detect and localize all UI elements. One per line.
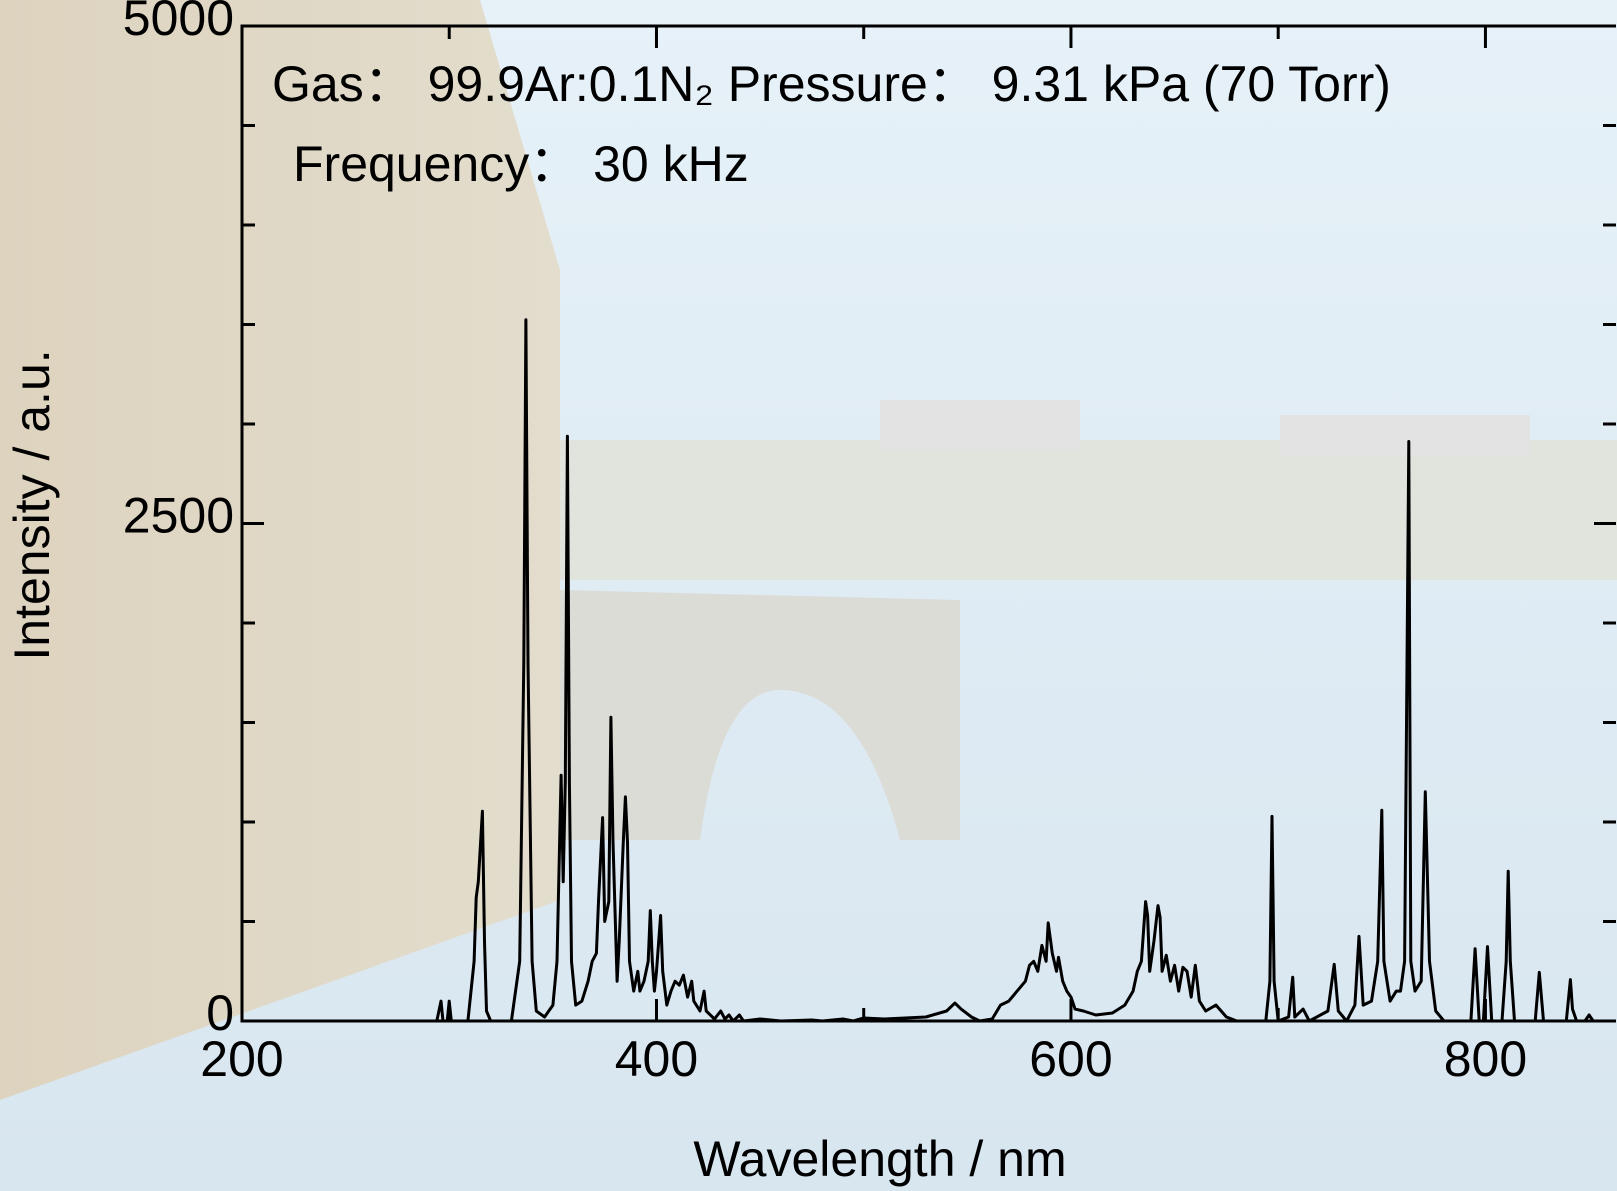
y-tick-label: 2500 bbox=[123, 488, 234, 544]
y-axis-title: Intensity / a.u. bbox=[4, 349, 60, 660]
x-tick-label: 200 bbox=[200, 1031, 283, 1087]
annotation: Gas： 99.9Ar:0.1N₂ Pressure： 9.31 kPa (70… bbox=[272, 56, 1391, 112]
x-axis-title: Wavelength / nm bbox=[693, 1131, 1066, 1187]
x-tick-label: 400 bbox=[615, 1031, 698, 1087]
annotation: Frequency： 30 kHz bbox=[293, 136, 749, 192]
spectrum-line bbox=[242, 318, 1616, 1023]
x-tick-label: 800 bbox=[1444, 1031, 1527, 1087]
y-tick-label: 5000 bbox=[123, 0, 234, 46]
y-tick-label: 0 bbox=[206, 985, 234, 1041]
x-tick-label: 600 bbox=[1029, 1031, 1112, 1087]
